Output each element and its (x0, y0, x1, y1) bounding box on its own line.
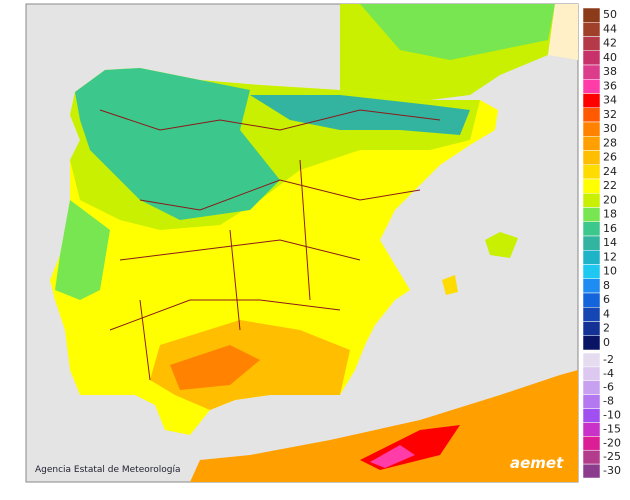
legend-label: 34 (603, 94, 617, 107)
legend-swatch (582, 278, 601, 294)
legend-swatch (582, 207, 601, 222)
france-cool (360, 4, 555, 60)
mallorca (485, 232, 518, 258)
north-africa (190, 370, 578, 482)
legend-swatch (582, 321, 601, 336)
map: Agencia Estatal de Meteorología aemet (25, 3, 579, 483)
legend-label: 26 (603, 151, 617, 164)
legend: 5044424038363432302826242220181614121086… (582, 7, 621, 479)
legend-label: 24 (603, 165, 617, 178)
legend-label: -30 (603, 464, 621, 477)
legend-label: 16 (603, 222, 617, 235)
legend-label: 50 (603, 8, 617, 21)
legend-label: -25 (603, 450, 621, 463)
legend-swatch (582, 22, 601, 37)
legend-label: 30 (603, 122, 617, 135)
legend-label: -8 (603, 395, 614, 408)
legend-label: 18 (603, 208, 617, 221)
legend-swatch (582, 408, 601, 423)
legend-swatch (582, 150, 601, 165)
legend-label: 36 (603, 79, 617, 92)
legend-label: 8 (603, 279, 610, 292)
legend-swatch (582, 136, 601, 151)
legend-swatch (582, 221, 601, 237)
legend-label: 14 (603, 236, 617, 249)
legend-swatch (582, 436, 601, 451)
logo: aemet (510, 454, 564, 472)
legend-label: 40 (603, 51, 617, 64)
legend-label: 2 (603, 322, 610, 335)
legend-label: 22 (603, 179, 617, 192)
legend-label: 4 (603, 307, 610, 320)
legend-swatch (582, 79, 601, 94)
legend-swatch (582, 463, 601, 479)
cantabrian-cool (250, 95, 470, 135)
legend-swatch (582, 93, 601, 108)
legend-swatch (582, 235, 601, 251)
legend-label: -15 (603, 422, 621, 435)
legend-label: 44 (603, 22, 617, 35)
ibiza (442, 275, 458, 295)
africa-very-hot (370, 445, 415, 468)
north-west-cool (75, 68, 280, 220)
legend-label: -10 (603, 409, 621, 422)
legend-swatch (582, 250, 601, 265)
legend-swatch (582, 366, 601, 382)
legend-swatch (582, 178, 601, 194)
legend-swatch (582, 64, 601, 80)
legend-swatch (582, 292, 601, 308)
legend-label: 42 (603, 37, 617, 50)
credit: Agencia Estatal de Meteorología (35, 465, 181, 475)
legend-label: 10 (603, 265, 617, 278)
south-hot (170, 345, 260, 390)
legend-swatch (582, 380, 601, 395)
legend-swatch (582, 164, 601, 180)
legend-label: -6 (603, 381, 614, 394)
legend-label: 32 (603, 108, 617, 121)
legend-swatch (582, 193, 601, 208)
legend-label: -20 (603, 436, 621, 449)
west-coast (55, 200, 110, 300)
legend-swatch (582, 50, 601, 66)
legend-swatch (582, 7, 601, 23)
legend-label: 20 (603, 193, 617, 206)
legend-swatch (582, 449, 601, 465)
legend-swatch (582, 394, 601, 409)
legend-label: 6 (603, 293, 610, 306)
legend-label: 12 (603, 250, 617, 263)
legend-swatch (582, 422, 601, 437)
legend-swatch (582, 121, 601, 137)
legend-swatch (582, 36, 601, 51)
legend-swatch (582, 264, 601, 279)
legend-swatch (582, 352, 601, 368)
legend-swatch (582, 335, 601, 351)
legend-label: -4 (603, 367, 614, 380)
province-borders (99, 109, 441, 381)
legend-swatch (582, 107, 601, 123)
legend-swatch (582, 307, 601, 322)
legend-label: 38 (603, 65, 617, 78)
italy-edge (548, 4, 578, 60)
legend-label: -2 (603, 353, 614, 366)
legend-label: 0 (603, 336, 610, 349)
legend-label: 28 (603, 136, 617, 149)
